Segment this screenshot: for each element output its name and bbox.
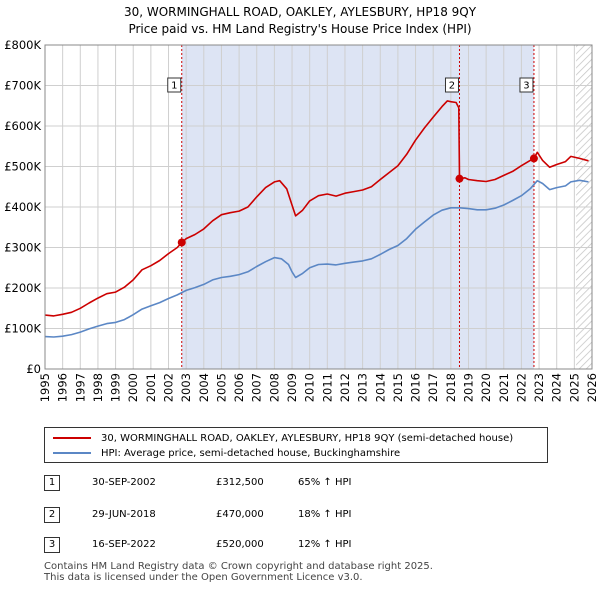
x-tick-label: 2012 — [338, 373, 352, 402]
x-tick-label: 2026 — [585, 373, 599, 402]
sale-badge: 1 — [44, 475, 60, 491]
sale-point — [177, 238, 186, 247]
sale-date: 30-SEP-2002 — [92, 477, 156, 488]
x-tick-label: 2015 — [391, 373, 405, 402]
footer-licence: This data is licensed under the Open Gov… — [44, 572, 363, 583]
marker-layer: 1 2 3 — [167, 77, 538, 247]
sale-hpi-change: 12% ↑ HPI — [298, 539, 352, 550]
sale-price: £470,000 — [216, 509, 264, 520]
legend-label-property: 30, WORMINGHALL ROAD, OAKLEY, AYLESBURY,… — [101, 432, 514, 444]
x-tick-label: 1999 — [109, 373, 123, 402]
hpi-line — [44, 179, 589, 338]
x-tick-label: 2003 — [179, 373, 193, 402]
y-tick-label: £400K — [4, 200, 41, 214]
sale-number-label: 1 — [171, 81, 177, 92]
x-tick-label: 2017 — [426, 373, 440, 402]
y-tick-label: £500K — [4, 160, 41, 174]
y-tick-label: £100K — [4, 322, 41, 336]
y-tick-label: £0 — [26, 362, 41, 376]
legend-label-hpi: HPI: Average price, semi-detached house,… — [101, 447, 401, 459]
x-tick-label: 2010 — [303, 373, 317, 402]
y-tick-label: £700K — [4, 79, 41, 93]
x-tick-label: 2018 — [444, 373, 458, 402]
y-tick-label: £800K — [4, 38, 41, 52]
sale-hpi-change: 65% ↑ HPI — [298, 477, 352, 488]
legend-swatch-hpi — [53, 452, 91, 454]
x-tick-label: 2013 — [356, 373, 370, 402]
x-tick-label: 2019 — [461, 373, 475, 402]
legend-item-hpi: HPI: Average price, semi-detached house,… — [53, 446, 400, 460]
sale-number-label: 3 — [523, 81, 529, 92]
sale-number-box — [444, 77, 459, 93]
x-tick-label: 2023 — [532, 373, 546, 402]
x-tick-label: 2002 — [162, 373, 176, 402]
series-layer — [44, 100, 589, 338]
legend: 30, WORMINGHALL ROAD, OAKLEY, AYLESBURY,… — [44, 427, 548, 463]
chart-title: 30, WORMINGHALL ROAD, OAKLEY, AYLESBURY,… — [124, 5, 477, 19]
x-tick-label: 2001 — [144, 373, 158, 402]
x-tick-label: 2008 — [267, 373, 281, 402]
y-tick-label: £600K — [4, 119, 41, 133]
x-tick-label: 1997 — [73, 373, 87, 402]
x-tick-label: 2022 — [514, 373, 528, 402]
x-tick-label: 2011 — [320, 373, 334, 402]
sale-date: 29-JUN-2018 — [92, 509, 156, 520]
footer-copyright: Contains HM Land Registry data © Crown c… — [44, 561, 433, 572]
sale-number-label: 2 — [449, 81, 455, 92]
x-tick-label: 2000 — [126, 373, 140, 402]
x-tick-label: 1995 — [38, 373, 52, 402]
sale-badge: 2 — [44, 507, 60, 523]
sale-price: £312,500 — [216, 477, 264, 488]
x-tick-label: 2009 — [285, 373, 299, 402]
y-tick-label: £200K — [4, 281, 41, 295]
footer: Contains HM Land Registry data © Crown c… — [44, 561, 433, 583]
legend-item-property: 30, WORMINGHALL ROAD, OAKLEY, AYLESBURY,… — [53, 431, 513, 445]
table-row: 2 29-JUN-2018 £470,000 18% ↑ HPI — [0, 507, 600, 527]
sale-hpi-change: 18% ↑ HPI — [298, 509, 352, 520]
sale-badge: 3 — [44, 537, 60, 553]
x-tick-label: 2016 — [409, 373, 423, 402]
sale-date: 16-SEP-2022 — [92, 539, 156, 550]
sale-number-box — [167, 77, 182, 93]
x-tick-label: 2005 — [214, 373, 228, 402]
plot-border — [44, 44, 593, 370]
legend-swatch-property — [53, 437, 91, 439]
x-tick-label: 2004 — [197, 373, 211, 402]
x-tick-label: 2025 — [567, 373, 581, 402]
sale-point — [455, 174, 464, 183]
x-tick-label: 1998 — [91, 373, 105, 402]
y-tick-label: £300K — [4, 241, 41, 255]
axis-layer: £0 £100K £200K £300K £400K £500K £600K £700K £80… — [4, 38, 599, 402]
x-tick-label: 2007 — [250, 373, 264, 402]
table-row: 1 30-SEP-2002 £312,500 65% ↑ HPI — [0, 475, 600, 495]
x-tick-label: 1996 — [56, 373, 70, 402]
x-tick-label: 2014 — [373, 373, 387, 402]
sale-number-box — [519, 77, 534, 93]
sale-price: £520,000 — [216, 539, 264, 550]
x-tick-label: 2024 — [550, 373, 564, 402]
property-price-line — [44, 100, 589, 317]
table-row: 3 16-SEP-2022 £520,000 12% ↑ HPI — [0, 537, 600, 557]
x-tick-label: 2021 — [497, 373, 511, 402]
sale-point — [529, 154, 538, 163]
x-tick-label: 2006 — [232, 373, 246, 402]
chart-subtitle: Price paid vs. HM Land Registry's House … — [128, 22, 471, 36]
price-chart: 30, WORMINGHALL ROAD, OAKLEY, AYLESBURY,… — [4, 5, 599, 402]
x-tick-label: 2020 — [479, 373, 493, 402]
